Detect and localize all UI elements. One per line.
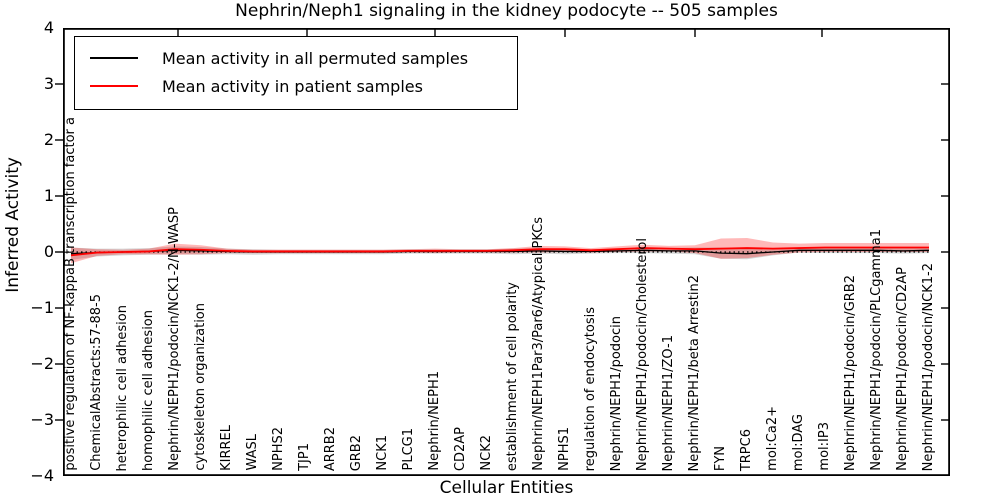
- legend-entry-patient: Mean activity in patient samples: [75, 72, 517, 100]
- y-tick-label: 4: [43, 18, 54, 37]
- x-tick-label: positive regulation of NF-kappaB transcr…: [63, 117, 78, 471]
- plot-area: [55, 27, 951, 477]
- legend-label-permuted: Mean activity in all permuted samples: [162, 48, 469, 68]
- y-tick-label: −4: [30, 466, 54, 485]
- x-tick-label: cytoskeleton organization: [193, 303, 208, 471]
- x-tick-label: Nephrin/NEPH1/podocin/NCK1-2/N-WASP: [167, 207, 182, 471]
- x-tick-label: PLCG1: [401, 428, 416, 471]
- x-tick-label: heterophilic cell adhesion: [115, 304, 130, 472]
- x-tick-label: mol:Ca2+: [765, 406, 780, 471]
- y-axis-label: Inferred Activity: [3, 157, 23, 293]
- x-tick-label: Nephrin/NEPH1/podocin/GRB2: [843, 274, 858, 471]
- x-tick-label: Nephrin/NEPH1: [427, 371, 442, 471]
- x-tick-label: Nephrin/NEPH1/beta Arrestin2: [687, 274, 702, 472]
- x-tick-label: FYN: [713, 445, 728, 471]
- x-tick-label: ARRB2: [323, 426, 338, 471]
- x-tick-label: Nephrin/NEPH1/podocin: [609, 315, 624, 471]
- x-tick-label: mol:DAG: [791, 413, 806, 471]
- y-tick-label: 0: [43, 242, 54, 261]
- y-tick-label: −3: [30, 410, 54, 429]
- x-tick-label: establishment of cell polarity: [505, 281, 520, 471]
- x-tick-label: GRB2: [349, 434, 364, 471]
- legend-line-patient-sample: [90, 85, 138, 87]
- x-tick-label: mol:IP3: [817, 422, 832, 471]
- figure-title: Nephrin/Neph1 signaling in the kidney po…: [235, 1, 778, 21]
- x-tick-label: homophilic cell adhesion: [141, 310, 156, 471]
- y-tick-label: 1: [43, 186, 54, 205]
- x-tick-label: Nephrin/NEPH1/podocin/NCK1-2: [921, 262, 936, 471]
- axes-frame: [62, 27, 951, 477]
- x-tick-label: TRPC6: [739, 428, 754, 471]
- x-tick-label: NPHS1: [557, 427, 572, 471]
- legend: Mean activity in all permuted samples Me…: [74, 36, 518, 110]
- x-tick-label: NPHS2: [271, 427, 286, 471]
- x-tick-label: CD2AP: [453, 426, 468, 471]
- legend-label-patient: Mean activity in patient samples: [162, 76, 423, 96]
- y-tick-label: −1: [30, 298, 54, 317]
- y-tick-label: −2: [30, 354, 54, 373]
- x-tick-label: TJP1: [297, 443, 312, 471]
- x-tick-label: NCK2: [479, 435, 494, 471]
- x-axis-label: Cellular Entities: [439, 478, 574, 498]
- x-tick-label: Nephrin/NEPH1/ZO-1: [661, 334, 676, 471]
- x-tick-label: Nephrin/NEPH1/podocin/PLCgamma1: [869, 229, 884, 471]
- x-tick-label: KIRREL: [219, 425, 234, 471]
- plot-canvas: [55, 27, 951, 477]
- x-tick-label: NCK1: [375, 435, 390, 471]
- x-tick-label: Nephrin/NEPH1Par3/Par6/Atypical PKCs: [531, 217, 546, 471]
- x-tick-label: Nephrin/NEPH1/podocin/CD2AP: [895, 267, 910, 471]
- legend-entry-permuted: Mean activity in all permuted samples: [75, 44, 517, 72]
- permuted-samples-band: [71, 246, 929, 260]
- x-tick-label: Nephrin/NEPH1/podocin/Cholesterol: [635, 237, 650, 471]
- x-tick-label: WASL: [245, 434, 260, 471]
- x-tick-label: ChemicalAbstracts:57-88-5: [89, 294, 104, 471]
- patient-mean-line: [70, 246, 929, 257]
- y-tick-label: 2: [43, 130, 54, 149]
- legend-line-permuted-sample: [90, 57, 138, 59]
- y-tick-label: 3: [43, 74, 54, 93]
- x-tick-label: regulation of endocytosis: [583, 306, 598, 471]
